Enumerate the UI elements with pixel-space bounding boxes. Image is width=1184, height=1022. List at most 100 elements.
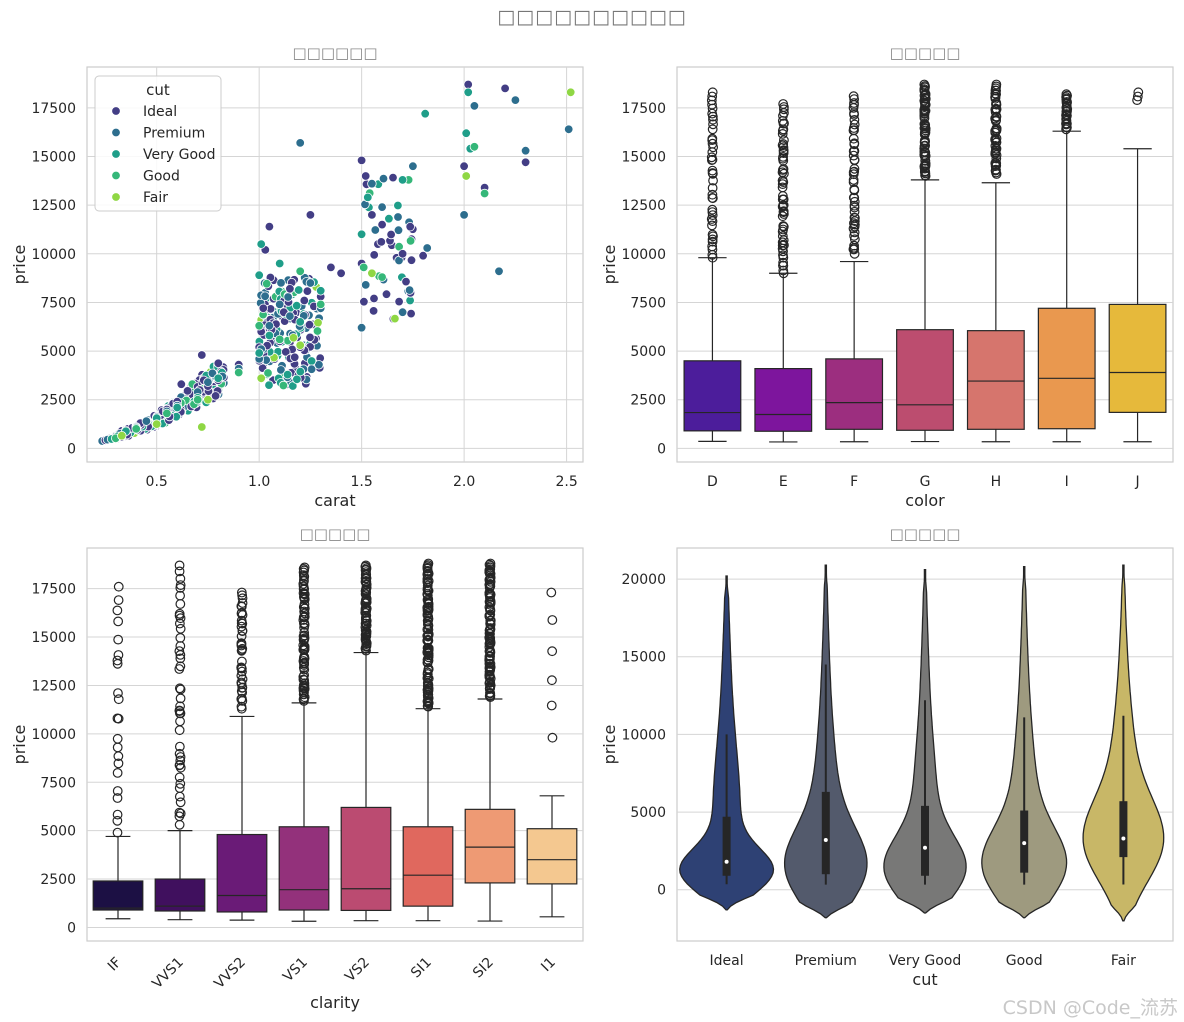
x-tick-label: 1.0 [248,474,270,490]
outlier-point [237,656,247,667]
outlier-point [849,119,860,130]
outlier-point [707,244,718,255]
box-f [825,91,884,443]
scatter-point-very-good [294,285,304,295]
outlier-point [361,620,372,631]
outlier-point [485,615,496,626]
outlier-point [849,206,860,217]
box-i [1037,89,1096,443]
scatter-point-ideal [197,350,207,360]
outlier-point [484,658,495,669]
outlier-point [485,665,495,676]
outlier-point [778,260,789,271]
outlier-point [174,646,185,656]
y-tick-label: 15000 [31,630,76,646]
scatter-point-premium [404,285,415,295]
outlier-point [112,793,123,803]
scatter-point-premium [356,323,367,333]
outlier-point [849,146,860,156]
outlier-point [236,639,247,649]
scatter-point-very-good [463,87,473,98]
box-iqr [340,806,392,912]
scatter-point-fair [295,340,305,351]
outlier-point [849,184,860,195]
outlier-point [778,135,789,146]
y-tick-label: 5000 [40,824,76,840]
outlier-point [174,772,185,783]
violin-iqr-bar [1119,801,1128,858]
outlier-point [174,560,185,571]
outlier-point [849,139,860,150]
y-tick-label: 7500 [630,295,666,311]
violin-fair [1082,564,1165,922]
outlier-point [237,598,248,608]
scatter-point-very-good [363,192,373,203]
outlier-point [707,210,718,221]
violin-iqr-bar [722,816,731,876]
scatter-point-good [359,262,369,273]
outlier-point [423,683,434,693]
outlier-point [298,564,309,574]
panel-1: 0 2500 5000 7500 10000 12500 15000 17500 0.5 1.0 1… [10,44,584,510]
outlier-point [708,175,718,186]
outlier-point [778,265,789,276]
y-tick-label: 5000 [630,344,666,360]
violin-median [923,845,927,850]
outlier-point [423,630,434,640]
scatter-point-very-good [292,301,302,311]
scatter-point-ideal [377,219,387,230]
outlier-point [423,648,434,659]
scatter-point-good [233,367,244,378]
scatter-point-fair [197,422,207,432]
outlier-point [777,226,788,237]
scatter-point-ideal [281,347,291,357]
y-tick-label: 5000 [40,344,76,360]
panel-title: □□□□□ [890,525,961,543]
scatter-point-very-good [292,374,302,385]
scatter-point-ideal [285,284,295,294]
outlier-point [174,783,185,793]
scatter-point-ideal [418,250,428,261]
scatter-point-ideal [369,293,379,304]
scatter-point-premium [361,280,371,290]
y-tick-label: 10000 [621,727,666,743]
scatter-point-fair [256,373,266,384]
outlier-point [113,688,123,698]
outlier-point [174,705,185,716]
scatter-point-premium [306,364,317,374]
y-tick-label: 10000 [31,247,76,263]
scatter-point-premium [459,210,469,220]
scatter-point-good [469,142,480,152]
outlier-point [298,671,309,682]
outlier-point [174,618,185,629]
scatter-point-good [275,334,285,345]
scatter-point-premium [305,278,316,288]
legend-box [94,75,222,212]
outlier-point [1132,95,1142,105]
outlier-point [299,562,310,573]
scatter-point-very-good [172,402,182,413]
y-tick-label: 10000 [31,727,76,743]
legend-marker [111,149,121,159]
outlier-point [778,99,789,109]
outlier-point [707,124,718,135]
scatter-point-premium [422,243,432,253]
outlier-point [175,684,186,695]
scatter-point-premium [367,178,377,189]
y-tick-label: 12500 [31,678,76,694]
outlier-point [175,590,185,601]
outlier-point [484,661,495,672]
outlier-point [299,618,309,629]
box-vs2 [340,560,392,922]
scatter-point-premium [510,95,521,105]
scatter-point-very-good [264,380,274,390]
figure-suptitle: □□□□□□□□□□ [497,6,687,28]
outlier-point [298,588,309,599]
outlier-point [707,133,718,144]
outlier-point [707,183,718,193]
outlier-point [174,566,185,577]
y-tick-label: 7500 [40,775,76,791]
box-d [683,87,742,442]
outlier-point [361,582,372,593]
scatter-point-very-good [393,200,403,211]
